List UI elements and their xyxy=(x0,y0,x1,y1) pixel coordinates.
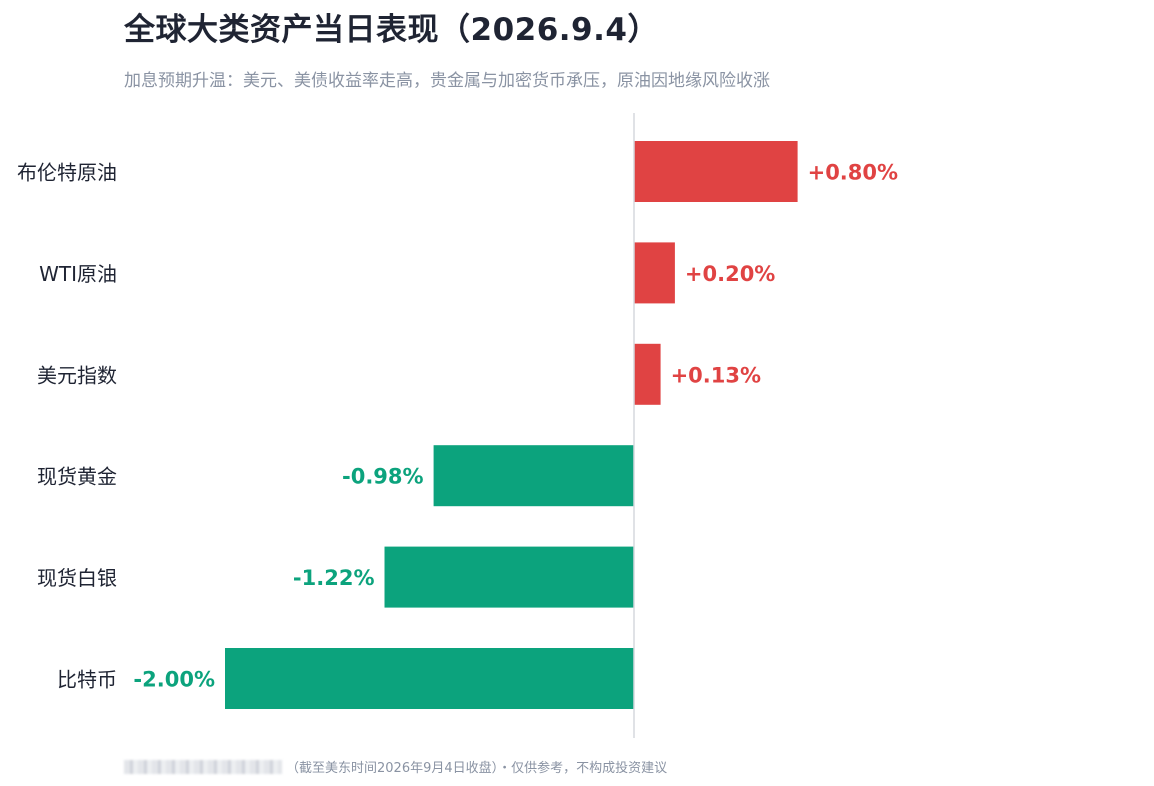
value-label-3: -0.98% xyxy=(342,465,424,489)
category-label-5: 比特币 xyxy=(57,668,117,692)
footer: （截至美东时间2026年9月4日收盘）・仅供参考，不构成投资建议 xyxy=(124,757,667,776)
chart-title: 全球大类资产当日表现（2026.9.4） xyxy=(124,12,659,48)
category-label-3: 现货黄金 xyxy=(37,465,117,489)
bar-1 xyxy=(634,242,675,304)
value-label-1: +0.20% xyxy=(685,262,775,286)
category-label-2: 美元指数 xyxy=(37,363,117,387)
redacted-source xyxy=(124,759,282,774)
bar-5 xyxy=(225,648,634,709)
bar-chart: 布伦特原油 +0.80% WTI原油 +0.20% 美元指数 +0.13% 现货黄金 -0.9… xyxy=(17,113,898,738)
category-label-1: WTI原油 xyxy=(39,262,117,286)
category-label-0: 布伦特原油 xyxy=(17,161,117,185)
value-label-2: +0.13% xyxy=(671,363,761,387)
value-label-4: -1.22% xyxy=(293,566,375,590)
bar-0 xyxy=(634,141,798,202)
category-label-4: 现货白银 xyxy=(37,566,117,590)
bar-3 xyxy=(433,445,634,507)
bar-2 xyxy=(634,343,661,405)
value-label-0: +0.80% xyxy=(808,161,898,185)
footer-note: （截至美东时间2026年9月4日收盘）・仅供参考，不构成投资建议 xyxy=(286,761,668,776)
chart-subtitle: 加息预期升温：美元、美债收益率走高，贵金属与加密货币承压，原油因地缘风险收涨 xyxy=(124,71,770,91)
bar-4 xyxy=(384,546,634,608)
value-label-5: -2.00% xyxy=(133,668,215,692)
